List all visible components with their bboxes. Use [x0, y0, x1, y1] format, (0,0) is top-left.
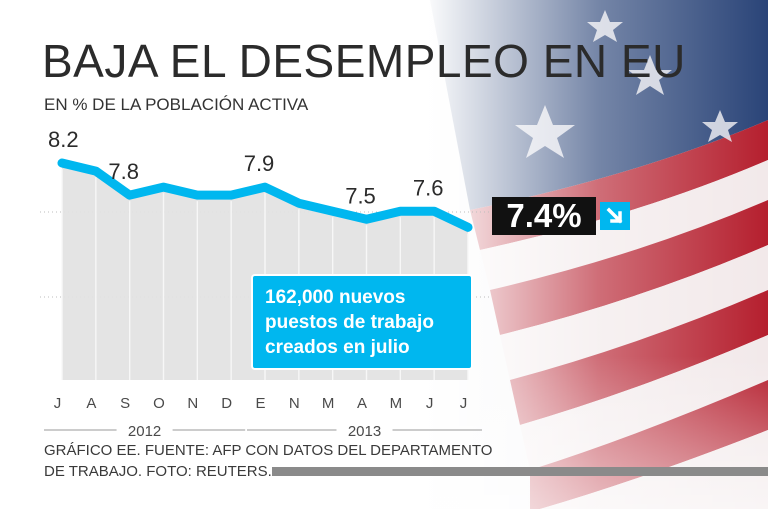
x-tick-3: O	[153, 395, 166, 412]
data-label-9: 7.5	[345, 183, 376, 208]
x-tick-11: J	[426, 395, 435, 412]
jobs-callout: 162,000 nuevos puestos de trabajo creado…	[253, 276, 471, 368]
x-tick-1: A	[86, 395, 97, 412]
x-tick-5: D	[221, 395, 233, 412]
x-tick-7: N	[289, 395, 301, 412]
x-tick-0: J	[54, 395, 63, 412]
data-label-6: 7.9	[244, 151, 275, 176]
x-tick-10: M	[390, 395, 404, 412]
source-note: GRÁFICO EE. FUENTE: AFP CON DATOS DEL DE…	[44, 440, 524, 482]
x-tick-6: E	[255, 395, 266, 412]
x-tick-2: S	[120, 395, 131, 412]
series-line	[57, 158, 473, 232]
callout-line-3: creados en julio	[265, 337, 410, 358]
current-rate-badge: 7.4%	[492, 197, 596, 235]
year-groups: 2012 2013	[44, 423, 482, 440]
year-label-1: 2013	[348, 423, 381, 440]
x-tick-4: N	[187, 395, 199, 412]
year-label-0: 2012	[128, 423, 161, 440]
data-label-11: 7.6	[413, 175, 444, 200]
page-title: BAJA EL DESEMPLEO EN EU	[42, 35, 686, 87]
x-tick-8: M	[322, 395, 336, 412]
callout-line-2: puestos de trabajo	[265, 312, 434, 333]
source-line-1: GRÁFICO EE. FUENTE: AFP CON DATOS DEL DE…	[44, 442, 493, 459]
chart-subtitle: EN % DE LA POBLACIÓN ACTIVA	[44, 95, 309, 114]
data-labels: 8.2 7.8 7.9 7.5 7.6	[48, 127, 443, 208]
data-label-2: 7.8	[108, 159, 139, 184]
source-line-2: DE TRABAJO. FOTO: REUTERS.	[44, 463, 272, 480]
arrow-down-right-icon	[600, 202, 630, 230]
data-label-0: 8.2	[48, 127, 79, 152]
x-tick-12: J	[460, 395, 469, 412]
x-tick-9: A	[357, 395, 368, 412]
footer-divider	[272, 467, 768, 476]
callout-line-1: 162,000 nuevos	[265, 287, 406, 308]
